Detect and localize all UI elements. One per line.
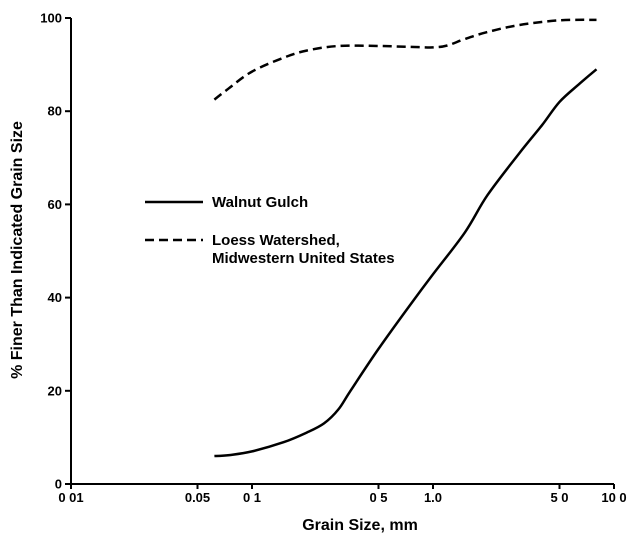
loess-watershed-line xyxy=(213,18,597,101)
series-layer xyxy=(213,18,598,458)
x-tick-label: 0 1 xyxy=(243,490,261,505)
walnut-gulch-line xyxy=(214,68,598,458)
x-tick-label: 0.05 xyxy=(185,490,210,505)
legend-label-loess-watershed: Loess Watershed, xyxy=(212,232,340,249)
y-tick-label: 60 xyxy=(48,197,62,212)
x-tick-label: 0 5 xyxy=(369,490,387,505)
y-tick-label: 100 xyxy=(40,11,62,26)
x-tick-label: 1.0 xyxy=(424,490,442,505)
x-tick-label: 5 0 xyxy=(550,490,568,505)
legend-label-loess-watershed: Midwestern United States xyxy=(212,250,395,267)
axes xyxy=(70,18,614,485)
y-tick-label: 40 xyxy=(48,290,62,305)
legend-label-walnut-gulch: Walnut Gulch xyxy=(212,194,308,211)
ticks: 0 20 40 60 80 100 0 01 0.05 0 1 0 5 1.0 5 0 10 0 xyxy=(40,11,626,506)
x-axis-title: Grain Size, mm xyxy=(302,517,418,534)
legend: Walnut Gulch Loess Watershed,Midwestern U… xyxy=(145,194,395,267)
y-tick-label: 0 xyxy=(55,477,62,492)
x-tick-label: 0 01 xyxy=(58,490,83,505)
y-tick-label: 80 xyxy=(48,104,62,119)
x-tick-label: 10 0 xyxy=(601,490,626,505)
y-axis-title: % Finer Than Indicated Grain Size xyxy=(9,121,26,379)
y-tick-label: 20 xyxy=(48,383,62,398)
